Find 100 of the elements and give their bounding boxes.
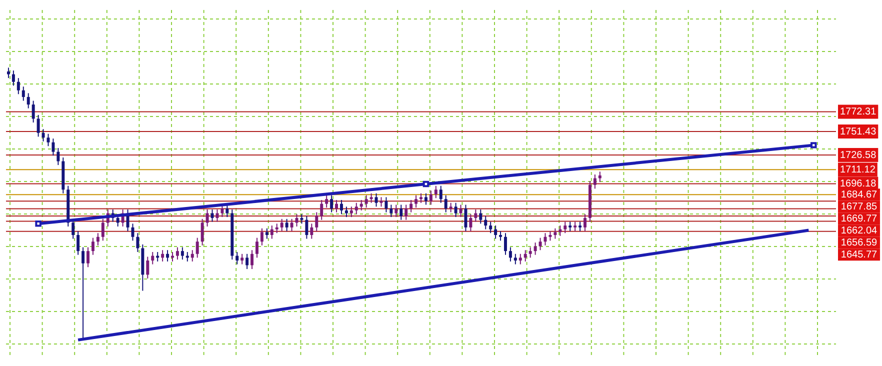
candlestick (469, 214, 472, 232)
ref-line-label: 1669.77 (840, 213, 878, 224)
candlestick (380, 196, 383, 208)
candlestick (76, 230, 80, 256)
candlestick (310, 223, 314, 240)
candlestick (91, 237, 94, 256)
ref-line-label: 1662.04 (840, 225, 878, 236)
candlestick (320, 200, 324, 220)
candlestick (350, 206, 353, 218)
candlestick (206, 208, 209, 227)
candlestick (370, 192, 373, 204)
y-tick-label: 1772.31 (840, 106, 877, 118)
candlestick (82, 246, 85, 340)
candlestick (489, 221, 492, 234)
candlestick (161, 250, 164, 262)
candlestick (598, 171, 602, 183)
candlestick (250, 250, 254, 270)
candlestick (236, 252, 239, 265)
ref-line-label: 1684.67 (840, 189, 878, 200)
candlestick (305, 216, 308, 240)
candlestick (52, 138, 55, 156)
ref-line-label: 1677.85 (840, 201, 878, 212)
ref-line-label: 1645.77 (840, 249, 878, 260)
candlestick (528, 246, 532, 258)
candlestick (176, 246, 179, 260)
candlestick (459, 204, 462, 218)
candlestick (330, 194, 334, 213)
candlestick (584, 214, 587, 232)
candlestick (180, 246, 184, 260)
candlestick (335, 200, 338, 213)
candlestick (538, 237, 542, 251)
candlestick (255, 237, 258, 258)
candlestick (394, 204, 398, 218)
candlestick (270, 225, 274, 240)
candlestick (12, 70, 15, 86)
candlestick (146, 256, 150, 279)
candlestick (444, 194, 448, 213)
candlestick (354, 202, 358, 215)
candlestick (474, 208, 478, 222)
candlestick (564, 221, 567, 234)
candlestick (32, 100, 35, 123)
candlestick (364, 194, 368, 208)
candlestick (22, 86, 25, 102)
candlestick (410, 200, 413, 213)
y-tick-label: 1751.43 (840, 126, 877, 138)
candlestick (508, 246, 512, 262)
candlestick (424, 192, 428, 206)
candlestick (26, 92, 30, 109)
candlestick (290, 218, 294, 232)
candlestick (190, 250, 194, 262)
candlestick (285, 218, 288, 232)
candlestick (514, 253, 517, 265)
candlestick (226, 204, 229, 218)
candlestick (464, 204, 468, 232)
candlestick (280, 218, 284, 232)
candlestick (42, 128, 45, 142)
candlestick (196, 237, 199, 258)
candlestick (344, 206, 348, 218)
candlestick (504, 232, 507, 256)
candlestick (568, 221, 572, 232)
candlestick (494, 225, 498, 240)
candlestick (260, 228, 264, 246)
y-tick-label: 1711.12 (840, 164, 876, 176)
candlestick (96, 232, 100, 246)
candlestick (6, 67, 10, 79)
candlestick (420, 192, 422, 204)
candlestick (86, 246, 90, 268)
candlestick (166, 250, 170, 262)
candlestick (574, 221, 577, 232)
y-tick-label: 1726.58 (840, 150, 877, 161)
point (422, 180, 430, 188)
candlestick (216, 208, 219, 222)
point (810, 142, 817, 148)
candlestick (340, 200, 343, 215)
candlestick (434, 185, 438, 199)
candlestick (400, 204, 403, 220)
candlestick (384, 196, 388, 213)
candlestick (499, 230, 502, 242)
candlestick (548, 230, 552, 242)
candlestick (534, 242, 537, 256)
candlestick (390, 204, 393, 218)
candlestick (275, 223, 278, 234)
candlestick (479, 208, 482, 224)
candlestick (578, 221, 582, 232)
candlestick (16, 78, 20, 95)
point (35, 220, 42, 227)
candlestick (36, 114, 40, 138)
candlestick (101, 218, 104, 242)
candlestick (246, 253, 249, 270)
candlestick (374, 192, 378, 208)
candlestick (439, 185, 442, 204)
candlestick (518, 253, 522, 265)
candlestick (325, 194, 328, 208)
candlestick (593, 174, 596, 190)
candlestick (200, 218, 204, 246)
candlestick (136, 232, 140, 253)
candlestick (240, 253, 244, 265)
candlestick (554, 228, 557, 240)
candlestick (484, 216, 488, 230)
candlestick (131, 223, 134, 242)
